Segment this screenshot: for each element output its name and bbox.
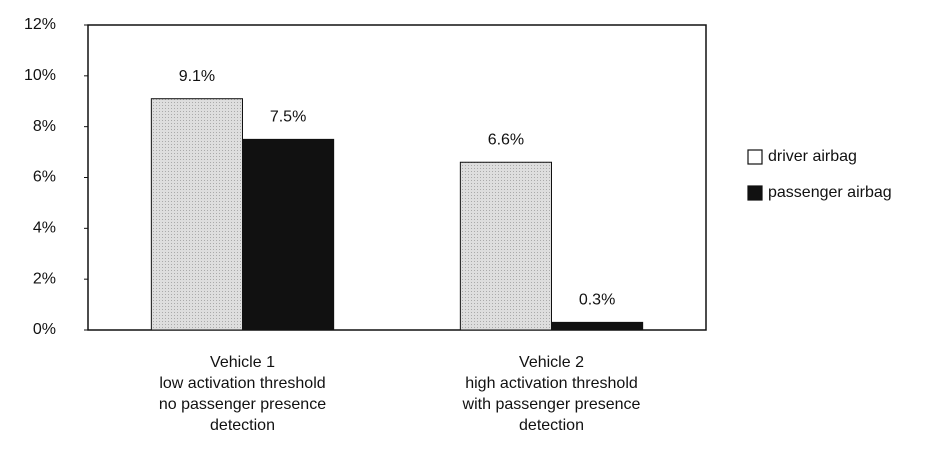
y-tick-label: 0%	[33, 321, 56, 338]
x-tick-label: Vehicle 1 low activation threshold no pa…	[158, 354, 327, 434]
data-label: 9.1%	[179, 68, 215, 85]
legend-swatch	[747, 149, 763, 165]
y-tick-label: 2%	[33, 270, 56, 287]
y-tick-label: 8%	[33, 118, 56, 135]
bar	[459, 161, 552, 331]
data-label: 6.6%	[488, 131, 524, 148]
y-tick-label: 10%	[24, 67, 56, 84]
legend-swatch	[747, 185, 763, 201]
data-label: 7.5%	[270, 109, 306, 126]
legend-label: passenger airbag	[768, 184, 892, 201]
legend-label: driver airbag	[768, 148, 857, 165]
y-tick-label: 4%	[33, 220, 56, 237]
x-tick-label: Vehicle 2 high activation threshold with…	[462, 354, 641, 434]
y-tick-label: 6%	[33, 169, 56, 186]
bar	[150, 98, 243, 331]
bar	[551, 321, 644, 331]
y-tick-label: 12%	[24, 16, 56, 33]
data-label: 0.3%	[579, 292, 615, 309]
bar	[242, 138, 335, 331]
